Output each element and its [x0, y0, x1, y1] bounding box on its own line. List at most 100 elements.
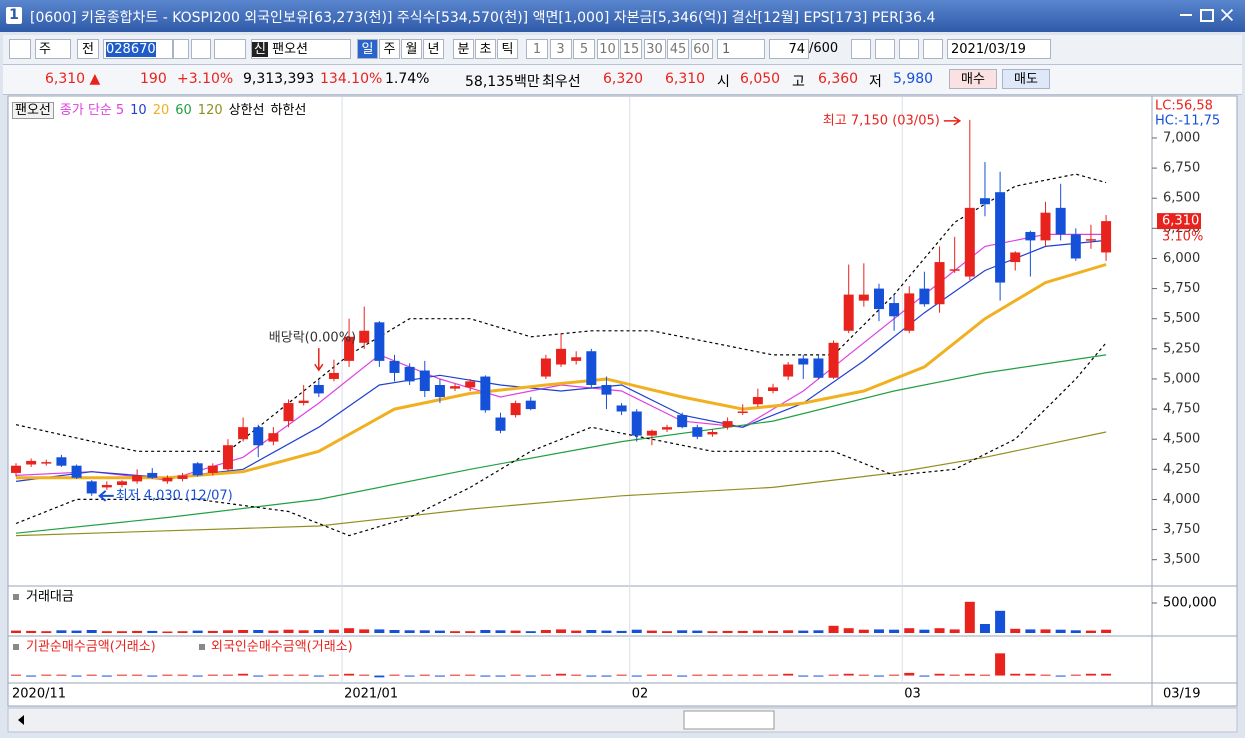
net-buy-bar: [147, 675, 158, 677]
volume-bar: [662, 631, 673, 633]
candle-body: [646, 430, 657, 436]
scroll-thumb[interactable]: [683, 710, 775, 730]
minimize[interactable]: [1180, 14, 1192, 16]
y-tick-label: 4,250: [1163, 462, 1200, 477]
volume-bar: [495, 630, 506, 633]
scroll-left[interactable]: [18, 715, 24, 725]
net-buy-bar: [253, 675, 264, 677]
new-badge: 신: [252, 42, 268, 57]
volume-bar: [298, 630, 309, 633]
candle-body: [798, 358, 809, 365]
net-buy-bar: [1085, 673, 1096, 676]
code-input[interactable]: 028670: [103, 39, 173, 59]
candle-body: [1010, 252, 1021, 263]
volume-bar: [71, 630, 82, 633]
minute-button[interactable]: 5: [573, 39, 595, 59]
tool-button[interactable]: [851, 39, 871, 59]
net-buy-bar: [86, 674, 97, 676]
period-button[interactable]: 틱: [497, 39, 518, 59]
high: 6,360: [818, 71, 859, 87]
candle-body: [71, 465, 82, 478]
turnover: 1.74%: [385, 71, 430, 87]
legend-item[interactable]: 60: [175, 103, 192, 118]
candle-body: [450, 386, 461, 389]
candle-body: [707, 431, 718, 435]
volume-bar: [1025, 629, 1036, 633]
all-button[interactable]: 전: [77, 39, 99, 59]
restore[interactable]: [1200, 9, 1214, 22]
date-input[interactable]: 2021/03/19: [947, 39, 1051, 59]
y-tick-label: 500,000: [1163, 596, 1217, 611]
market-select[interactable]: 주: [35, 39, 71, 59]
net-buy-bar: [752, 674, 763, 676]
legend-item[interactable]: 상한선: [228, 103, 265, 118]
minute-button[interactable]: 45: [667, 39, 689, 59]
minute-button[interactable]: 15: [620, 39, 642, 59]
volume-bar: [1055, 629, 1066, 633]
legend-item[interactable]: 120: [197, 103, 223, 118]
volume-bar: [147, 630, 158, 633]
close[interactable]: [1221, 9, 1233, 21]
volume-bar: [904, 628, 915, 633]
candle-body: [419, 370, 430, 392]
settings-button[interactable]: [923, 39, 943, 59]
save-button[interactable]: [899, 39, 919, 59]
candle-body: [904, 293, 915, 331]
net-buy-bar: [586, 675, 597, 677]
net-buy-bar: [904, 672, 915, 676]
layout-button[interactable]: [9, 39, 31, 59]
net-buy-bar: [192, 675, 203, 677]
sell-button[interactable]: 매도: [1002, 69, 1050, 89]
minute-button[interactable]: 1: [526, 39, 548, 59]
net-buy-bar: [783, 673, 794, 676]
code-dropdown[interactable]: [173, 39, 189, 59]
net-buy-bar: [389, 674, 400, 676]
net-buy-bar: [692, 674, 703, 676]
volume-bar: [556, 629, 567, 633]
volume-bar: [132, 630, 143, 633]
scrollbar[interactable]: [7, 707, 1238, 733]
period-button[interactable]: 초: [475, 39, 496, 59]
volume-bar: [858, 629, 869, 633]
period-button[interactable]: 분: [453, 39, 474, 59]
legend-name: 팬오선: [12, 102, 54, 119]
candle-body: [162, 477, 173, 482]
tool-button[interactable]: [875, 39, 895, 59]
open-label: 시: [717, 74, 730, 90]
candle-body: [510, 403, 521, 416]
candle-body: [949, 269, 960, 271]
volume-bar: [11, 630, 21, 633]
candle-body: [1025, 231, 1036, 241]
sound-button[interactable]: [214, 39, 246, 59]
search-button[interactable]: [191, 39, 211, 59]
minute-button[interactable]: 10: [596, 39, 619, 59]
buy-button[interactable]: 매수: [949, 69, 997, 89]
volume-bar: [450, 631, 461, 633]
period-button[interactable]: 년: [423, 39, 444, 59]
legend-item[interactable]: 5: [115, 103, 125, 118]
volume-bar: [934, 628, 945, 633]
count-input[interactable]: 74: [769, 39, 809, 59]
minute-button[interactable]: 60: [690, 39, 713, 59]
stock-name[interactable]: 신 팬오션: [251, 39, 351, 59]
volume-bar: [56, 630, 67, 633]
minute-button[interactable]: 3: [549, 39, 572, 59]
legend-item[interactable]: 하한선: [270, 103, 307, 118]
moving-average: [16, 263, 1107, 480]
net-buy-bar: [344, 673, 355, 676]
period-button[interactable]: 일: [357, 39, 378, 59]
legend-item[interactable]: 10: [130, 103, 147, 118]
candle-body: [692, 427, 703, 437]
net-buy-title: 외국인순매수금액(거래소): [211, 640, 353, 655]
minute-button[interactable]: 30: [643, 39, 666, 59]
volume-bar: [86, 630, 97, 633]
ask: 6,320: [603, 71, 644, 87]
period-button[interactable]: 주: [379, 39, 400, 59]
net-buy-bar: [41, 674, 52, 676]
period-button[interactable]: 월: [401, 39, 422, 59]
candle-body: [571, 357, 582, 361]
legend-item[interactable]: 20: [152, 103, 170, 118]
candle-body: [540, 358, 551, 377]
candle-body: [1101, 221, 1112, 253]
tick-select[interactable]: 1: [717, 39, 765, 59]
